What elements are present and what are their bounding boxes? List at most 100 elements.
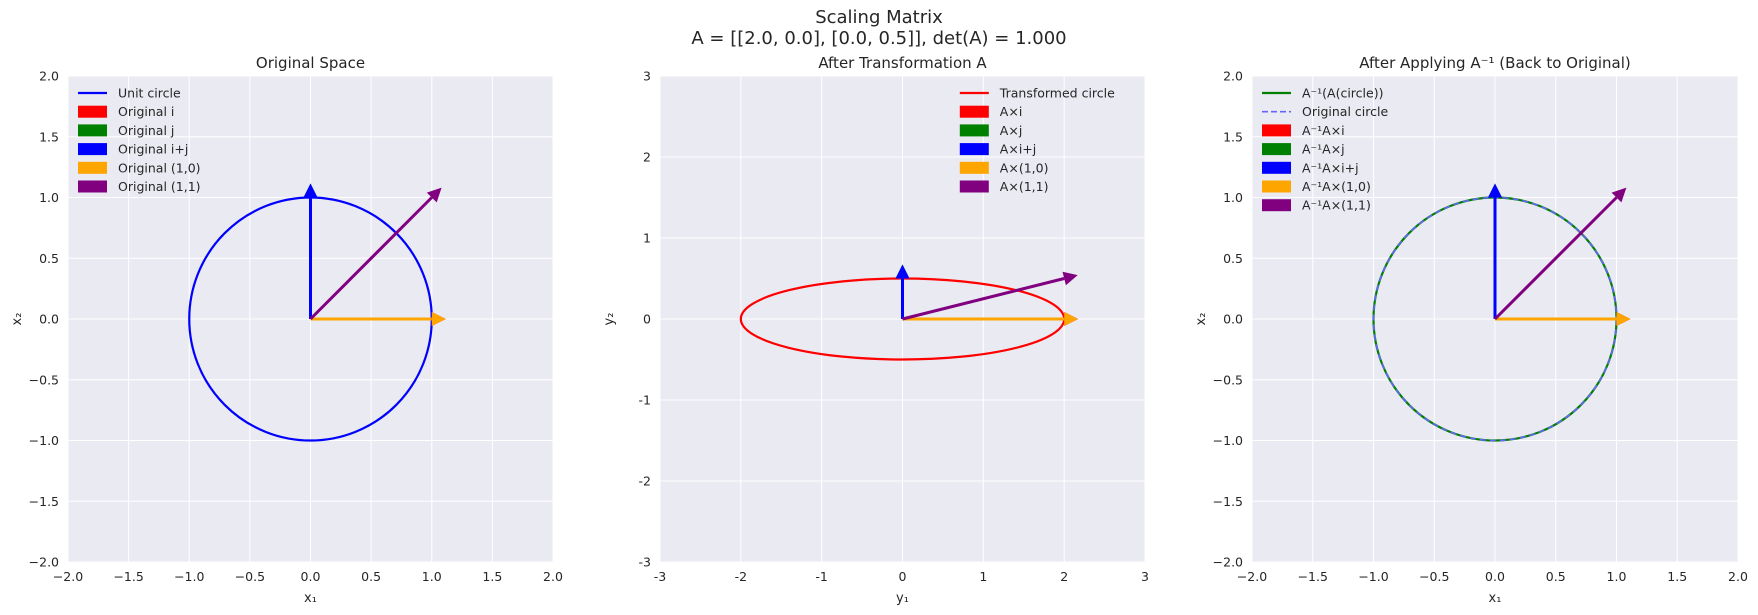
x-tick-label: 2.0 xyxy=(1728,569,1748,584)
x-tick-label: −1.0 xyxy=(174,569,204,584)
y-axis-label: x₂ xyxy=(1194,313,1209,326)
y-tick-label: 2.0 xyxy=(39,69,59,84)
y-tick-label: 3 xyxy=(643,69,651,84)
legend-entry-label: Original i xyxy=(118,104,174,119)
vector-shaft xyxy=(309,196,433,321)
y-tick-label: 2 xyxy=(643,150,651,165)
legend-patch-swatch xyxy=(78,161,107,174)
x-tick-label: −1.5 xyxy=(113,569,143,584)
y-tick-label: −2.0 xyxy=(1213,555,1243,570)
y-tick-label: 1.5 xyxy=(39,129,59,144)
vector-shaft xyxy=(1493,196,1618,321)
vector-arrowhead xyxy=(431,312,446,326)
legend-entry-label: A⁻¹A×(1,1) xyxy=(1302,198,1371,213)
y-axis-label: y₂ xyxy=(602,313,617,326)
chart-panel-3: −2.0 −1.5 −1.0 −0.5 0.0 0.5 1.0 1.5 2.0 −2.0 −1.5 −… xyxy=(1194,54,1748,606)
legend-patch-swatch xyxy=(78,124,107,137)
y-tick-label: −1.5 xyxy=(29,494,59,509)
y-tick-label: -1 xyxy=(639,393,651,408)
legend-patch-swatch xyxy=(78,105,107,118)
x-tick-label: 0.0 xyxy=(301,569,321,584)
legend-entry-label: Original (1,1) xyxy=(118,179,201,194)
y-tick-label: 0 xyxy=(643,312,651,327)
vector-arrowhead xyxy=(1616,312,1631,326)
legend-entry-label: Original j xyxy=(118,123,174,138)
legend-entry-label: A⁻¹A×(1,0) xyxy=(1302,179,1371,194)
vector-arrowhead xyxy=(1611,187,1627,203)
legend: Unit circle Original i Original j Original … xyxy=(78,86,201,194)
x-tick-label: 0.0 xyxy=(1485,569,1505,584)
axes-title: Original Space xyxy=(256,54,365,72)
x-tick-label: -1 xyxy=(815,569,827,584)
x-axis-label: y₁ xyxy=(896,591,909,606)
y-tick-label: 1.5 xyxy=(1223,129,1243,144)
x-axis-label: x₁ xyxy=(304,591,317,606)
x-tick-label: 2.0 xyxy=(543,569,563,584)
legend-entry-label: A×i xyxy=(1000,104,1023,119)
y-tick-label: 0.5 xyxy=(39,251,59,266)
figure-title-line-1: Scaling Matrix xyxy=(815,7,943,28)
vector-arrowhead xyxy=(426,187,442,203)
vector-arrowhead xyxy=(303,183,318,198)
legend-entry-label: A⁻¹A×i xyxy=(1302,123,1345,138)
y-tick-label: −2.0 xyxy=(29,555,59,570)
axes-title: After Applying A⁻¹ (Back to Original) xyxy=(1359,54,1630,72)
legend-entry-label: Original i+j xyxy=(118,142,188,157)
x-tick-label: 1.0 xyxy=(422,569,442,584)
x-tick-label: 1 xyxy=(979,569,987,584)
legend-entry-label: Original (1,0) xyxy=(118,160,201,175)
y-tick-label: 2.0 xyxy=(1223,69,1243,84)
x-tick-label: -2 xyxy=(735,569,747,584)
legend-patch-swatch xyxy=(1262,143,1291,156)
y-tick-label: −0.5 xyxy=(1213,372,1243,387)
legend-patch-swatch xyxy=(78,180,107,193)
figure-title-line-2: A = [[2.0, 0.0], [0.0, 0.5]], det(A) = 1… xyxy=(691,28,1067,49)
y-tick-label: -2 xyxy=(639,474,651,489)
vector-shaft xyxy=(902,277,1065,321)
legend: Transformed circle A×i A×j A×i+j A×(1,0) A×(1… xyxy=(959,86,1115,194)
x-tick-label: −2.0 xyxy=(1237,569,1267,584)
x-tick-label: 1.5 xyxy=(1667,569,1687,584)
legend-entry-label: Transformed circle xyxy=(999,86,1115,101)
figure-title: Scaling Matrix A = [[2.0, 0.0], [0.0, 0.… xyxy=(0,7,1758,49)
legend-patch-swatch xyxy=(1262,180,1291,193)
x-tick-label: −1.0 xyxy=(1358,569,1388,584)
x-tick-label: −0.5 xyxy=(235,569,265,584)
x-axis-label: x₁ xyxy=(1489,591,1502,606)
x-tick-label: 2 xyxy=(1060,569,1068,584)
chart-panel-1: −2.0 −1.5 −1.0 −0.5 0.0 0.5 1.0 1.5 2.0 −2.0 −1.5 −… xyxy=(10,54,563,606)
axes-title: After Transformation A xyxy=(818,54,987,72)
x-tick-label: 3 xyxy=(1141,569,1149,584)
legend-patch-swatch xyxy=(1262,161,1291,174)
x-tick-label: −0.5 xyxy=(1419,569,1449,584)
x-tick-label: 0 xyxy=(899,569,907,584)
legend-patch-swatch xyxy=(959,105,989,118)
legend-patch-swatch xyxy=(959,143,989,156)
y-tick-label: 1.0 xyxy=(1223,190,1243,205)
vector-arrowhead xyxy=(895,264,910,279)
legend-entry-label: A⁻¹A×j xyxy=(1302,142,1345,157)
legend-entry-label: A×i+j xyxy=(1000,142,1036,157)
legend-patch-swatch xyxy=(78,143,107,156)
legend: A⁻¹(A(circle)) Original circle A⁻¹A×i A⁻¹A×… xyxy=(1262,86,1388,213)
y-tick-label: 0.0 xyxy=(1223,312,1243,327)
vector-arrowhead xyxy=(1064,312,1079,326)
x-tick-label: -3 xyxy=(654,569,666,584)
x-tick-label: −1.5 xyxy=(1298,569,1328,584)
y-axis-label: x₂ xyxy=(10,313,25,326)
legend-entry-label: Original circle xyxy=(1302,104,1388,119)
vector-arrowhead xyxy=(1062,271,1078,286)
legend-patch-swatch xyxy=(959,124,989,137)
y-tick-label: −0.5 xyxy=(29,372,59,387)
y-tick-label: 1 xyxy=(643,231,651,246)
x-tick-label: 0.5 xyxy=(361,569,381,584)
y-tick-label: 0.0 xyxy=(39,312,59,327)
legend-patch-swatch xyxy=(1262,199,1291,212)
y-tick-label: 0.5 xyxy=(1223,251,1243,266)
y-tick-label: -3 xyxy=(639,555,651,570)
x-tick-label: 0.5 xyxy=(1546,569,1566,584)
x-tick-label: 1.0 xyxy=(1607,569,1627,584)
legend-patch-swatch xyxy=(959,180,989,193)
